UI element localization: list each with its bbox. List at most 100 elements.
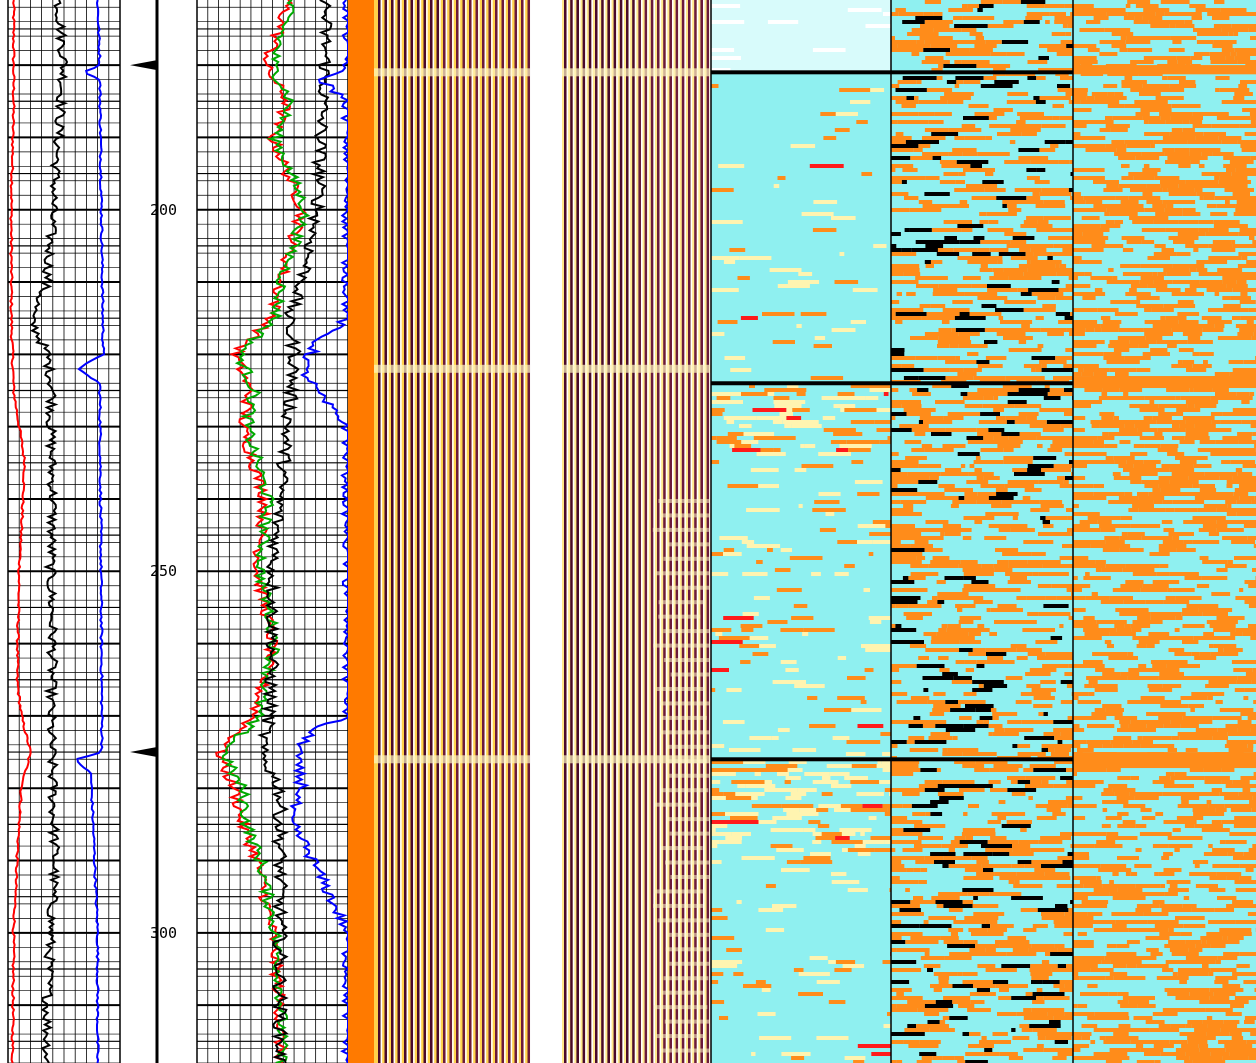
vdl-track-2 <box>562 0 729 1063</box>
bond-map-cell <box>896 1060 903 1063</box>
bond-map-cell <box>1123 420 1157 424</box>
bond-map-cell <box>891 744 898 748</box>
vdl-dark-stripe <box>514 0 518 1063</box>
vdl-dark-stripe <box>430 0 433 1063</box>
bond-map-cell <box>1165 772 1175 776</box>
bond-map-cell <box>902 792 920 796</box>
bond-map-cell <box>1053 464 1073 468</box>
bond-map-cell <box>1141 228 1166 232</box>
bond-map-cell <box>961 28 977 32</box>
bond-map-cell <box>950 932 958 936</box>
bond-map-cell <box>924 40 952 44</box>
bond-map-cell <box>989 632 997 636</box>
bond-map-cell <box>1155 812 1164 816</box>
bond-map-cell <box>1057 740 1063 744</box>
bond-map-cell <box>958 564 982 568</box>
bond-map-cell <box>1027 468 1041 472</box>
bond-map-cell <box>1067 24 1073 28</box>
bond-map-cell <box>1135 884 1161 888</box>
bond-map-cell <box>879 780 891 784</box>
bond-map-cell <box>1160 184 1179 188</box>
bond-map-cell <box>879 440 891 444</box>
bond-map-cell <box>1043 712 1048 716</box>
bond-map <box>1072 0 1256 1063</box>
bond-map-cell <box>932 596 938 600</box>
bond-map-cell <box>1073 832 1107 836</box>
bond-map-cell <box>1146 792 1163 796</box>
bond-map-cell <box>1235 628 1251 632</box>
bond-map-cell <box>1247 716 1256 720</box>
bond-map-cell <box>711 188 734 192</box>
bond-map-cell <box>976 860 989 864</box>
bond-map-cell <box>891 1032 925 1036</box>
bond-map-cell <box>983 868 994 872</box>
vdl-fade <box>660 788 709 793</box>
bond-map-cell <box>791 424 822 428</box>
bond-map-cell <box>1114 312 1138 316</box>
bond-map-cell <box>993 272 1024 276</box>
bond-map-cell <box>1179 736 1213 740</box>
bond-map-cell <box>1138 508 1166 512</box>
bond-map-cell <box>918 144 931 148</box>
bond-map-cell <box>967 392 979 396</box>
bond-map-cell <box>1051 280 1060 284</box>
bond-map-cell <box>1047 448 1063 452</box>
bond-map-cell <box>1060 424 1073 428</box>
bond-map-cell <box>1006 952 1037 956</box>
bond-map-cell <box>862 804 883 808</box>
bond-map-cell <box>917 388 929 392</box>
bond-map-cell <box>757 1012 776 1016</box>
bond-map-cell <box>891 768 921 772</box>
bond-map-cell <box>1167 992 1190 996</box>
bond-map-cell <box>891 484 898 488</box>
bond-map-cell <box>777 284 810 288</box>
bond-map-cell <box>891 960 917 964</box>
bond-map-cell <box>1195 884 1218 888</box>
bond-map-cell <box>891 136 912 140</box>
bond-map-cell <box>1073 352 1104 356</box>
bond-map-cell <box>1196 192 1215 196</box>
bond-map-cell <box>1147 920 1179 924</box>
bond-map-cell <box>1240 316 1256 320</box>
bond-map-cell <box>1073 328 1086 332</box>
bond-map-cell <box>942 308 970 312</box>
bond-map-cell <box>1087 912 1103 916</box>
bond-map-cell <box>963 168 995 172</box>
bond-map-cell <box>979 212 987 216</box>
bond-map-cell <box>1180 792 1197 796</box>
bond-map-cell <box>992 1032 1008 1036</box>
bond-map-cell <box>1216 568 1228 572</box>
bond-map-cell <box>987 656 1004 660</box>
bond-map-cell <box>1073 208 1107 212</box>
bond-map-cell <box>891 544 911 548</box>
bond-map-cell <box>1217 728 1238 732</box>
bond-map-cell <box>1015 700 1032 704</box>
bond-map-cell <box>897 44 931 48</box>
bond-map-cell <box>990 836 1007 840</box>
bond-map-cell <box>1158 716 1175 720</box>
bond-map-cell <box>1225 840 1247 844</box>
bond-map-cell <box>1073 8 1100 12</box>
bond-map-cell <box>993 436 1009 440</box>
bond-map-cell <box>1146 724 1164 728</box>
bond-map-cell <box>1175 596 1191 600</box>
bond-map-cell <box>943 416 964 420</box>
bond-map-cell <box>918 200 933 204</box>
bond-map-cell <box>1073 320 1098 324</box>
bond-map-cell <box>1143 912 1169 916</box>
bond-map-cell <box>1150 952 1163 956</box>
bond-map-cell <box>921 60 950 64</box>
bond-map-cell <box>1073 476 1086 480</box>
bond-map-cell <box>963 516 995 520</box>
bond-map-cell <box>1073 784 1096 788</box>
bond-map-cell <box>1018 156 1049 160</box>
bond-map-cell <box>1068 188 1073 192</box>
bond-map-cell <box>975 36 984 40</box>
bond-map-cell <box>884 812 891 816</box>
bond-map-cell <box>1104 536 1120 540</box>
bond-map-cell <box>1194 404 1217 408</box>
bond-map-cell <box>1022 496 1031 500</box>
bond-map-cell <box>905 456 927 460</box>
bond-map-cell <box>891 352 905 356</box>
bond-map-cell <box>984 188 1006 192</box>
